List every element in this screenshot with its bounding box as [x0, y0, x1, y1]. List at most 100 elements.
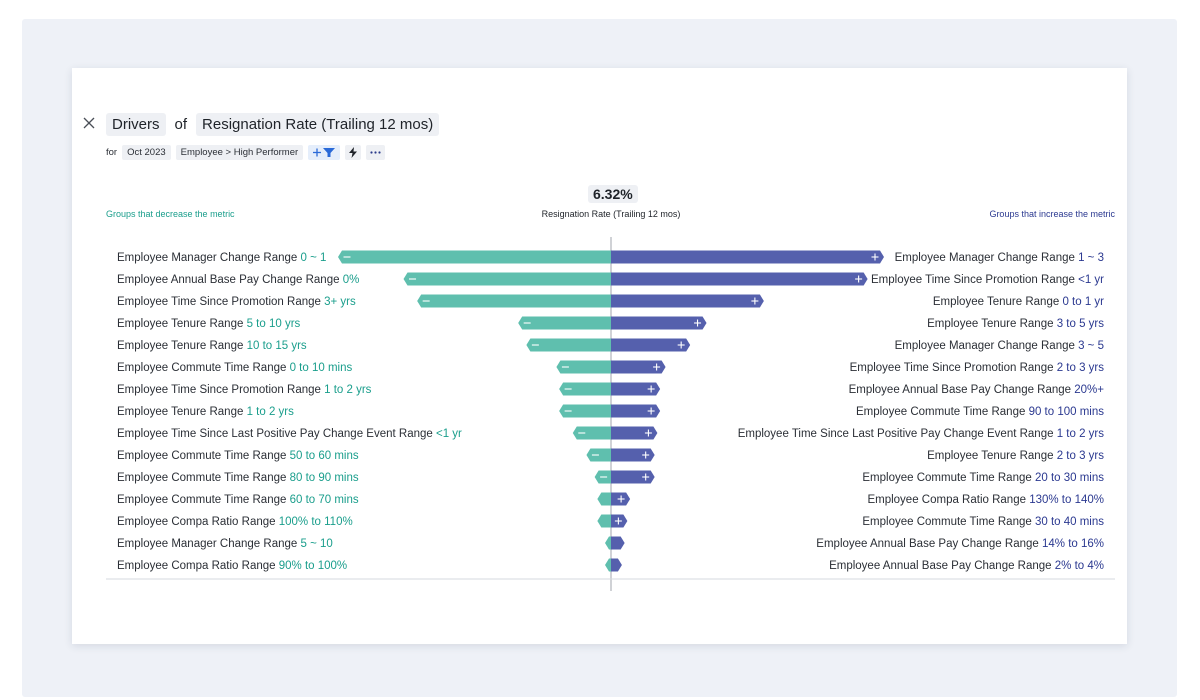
- decrease-label-value-4: 10 to 15 yrs: [247, 340, 307, 352]
- increase-label-name-10: Employee Commute Time Range: [862, 472, 1035, 484]
- increase-label-value-2: 0 to 1 yr: [1062, 296, 1104, 308]
- decrease-label-name-8: Employee Time Since Last Positive Pay Ch…: [117, 428, 436, 440]
- increase-label-value-14: 2% to 4%: [1055, 560, 1104, 572]
- increase-label-7: Employee Commute Time Range 90 to 100 mi…: [856, 406, 1104, 418]
- increase-bar-13[interactable]: [611, 536, 625, 550]
- increase-label-12: Employee Commute Time Range 30 to 40 min…: [862, 516, 1104, 528]
- decrease-label-1: Employee Annual Base Pay Change Range 0%: [117, 274, 359, 286]
- plus-icon-12: [614, 517, 622, 525]
- decrease-label-name-0: Employee Manager Change Range: [117, 252, 300, 264]
- plus-icon-11: [617, 495, 625, 503]
- decrease-bar-1[interactable]: [403, 272, 611, 286]
- increase-label-value-13: 14% to 16%: [1042, 538, 1104, 550]
- increase-bar-5[interactable]: [611, 360, 666, 374]
- plus-icon-2: [751, 297, 759, 305]
- increase-label-name-7: Employee Commute Time Range: [856, 406, 1029, 418]
- decrease-label-5: Employee Commute Time Range 0 to 10 mins: [117, 362, 352, 374]
- more-button[interactable]: [366, 145, 386, 160]
- decrease-bar-8[interactable]: [572, 426, 611, 440]
- increase-label-value-7: 90 to 100 mins: [1029, 406, 1105, 418]
- title-row: Drivers of Resignation Rate (Trailing 12…: [106, 113, 440, 136]
- decrease-bar-3[interactable]: [518, 316, 611, 330]
- plus-icon-5: [653, 363, 661, 371]
- decrease-label-value-9: 50 to 60 mins: [290, 450, 359, 462]
- decrease-label-value-5: 0 to 10 mins: [290, 362, 353, 374]
- increase-bar-2[interactable]: [611, 294, 764, 308]
- decrease-label-0: Employee Manager Change Range 0 ~ 1: [117, 252, 326, 264]
- filter-row: for Oct 2023 Employee > High Performer: [106, 145, 386, 160]
- add-filter-icon: [313, 148, 336, 157]
- decrease-label-name-9: Employee Commute Time Range: [117, 450, 290, 462]
- increase-bar-7[interactable]: [611, 404, 661, 418]
- plus-icon-10: [642, 473, 650, 481]
- decrease-bar-11[interactable]: [597, 492, 611, 506]
- increase-label-value-8: 1 to 2 yrs: [1057, 428, 1105, 440]
- decrease-label-13: Employee Manager Change Range 5 ~ 10: [117, 538, 333, 550]
- plus-icon-7: [647, 407, 655, 415]
- increase-label-6: Employee Annual Base Pay Change Range 20…: [849, 384, 1105, 396]
- increase-bar-14[interactable]: [611, 558, 622, 572]
- decrease-label-value-6: 1 to 2 yrs: [324, 384, 372, 396]
- decrease-label-value-8: <1 yr: [436, 428, 462, 440]
- decrease-bar-14[interactable]: [605, 558, 611, 572]
- increase-label-4: Employee Manager Change Range 3 ~ 5: [895, 340, 1104, 352]
- plus-icon-8: [644, 429, 652, 437]
- increase-bar-8[interactable]: [611, 426, 658, 440]
- drivers-card: [72, 68, 1127, 644]
- decrease-bar-4[interactable]: [526, 338, 611, 352]
- decrease-label-value-3: 5 to 10 yrs: [247, 318, 301, 330]
- increase-label-5: Employee Time Since Promotion Range 2 to…: [850, 362, 1105, 374]
- add-filter-button[interactable]: [308, 145, 341, 160]
- decrease-label-value-0: 0 ~ 1: [300, 252, 326, 264]
- increase-label-name-8: Employee Time Since Last Positive Pay Ch…: [738, 428, 1057, 440]
- increase-label-value-12: 30 to 40 mins: [1035, 516, 1104, 528]
- plus-icon-6: [647, 385, 655, 393]
- decrease-label-name-4: Employee Tenure Range: [117, 340, 247, 352]
- increase-label-3: Employee Tenure Range 3 to 5 yrs: [927, 318, 1104, 330]
- increase-label-1: Employee Time Since Promotion Range <1 y…: [871, 274, 1104, 286]
- increase-label-name-4: Employee Manager Change Range: [895, 340, 1078, 352]
- increase-label-name-1: Employee Time Since Promotion Range: [871, 274, 1078, 286]
- decrease-label-value-10: 80 to 90 mins: [290, 472, 359, 484]
- decrease-label-value-1: 0%: [343, 274, 360, 286]
- period-chip[interactable]: Oct 2023: [122, 145, 171, 160]
- metric-chip[interactable]: Resignation Rate (Trailing 12 mos): [196, 113, 440, 136]
- increase-label-value-9: 2 to 3 yrs: [1057, 450, 1105, 462]
- increase-bar-10[interactable]: [611, 470, 655, 484]
- decrease-label-name-2: Employee Time Since Promotion Range: [117, 296, 324, 308]
- decrease-label-name-11: Employee Commute Time Range: [117, 494, 290, 506]
- decrease-label-2: Employee Time Since Promotion Range 3+ y…: [117, 296, 356, 308]
- legend-increase: Groups that increase the metric: [989, 209, 1115, 219]
- more-icon: [370, 151, 381, 154]
- increase-bar-4[interactable]: [611, 338, 691, 352]
- drivers-chip[interactable]: Drivers: [106, 113, 166, 136]
- close-icon[interactable]: [82, 116, 96, 130]
- increase-bar-0[interactable]: [611, 250, 884, 264]
- decrease-bar-13[interactable]: [605, 536, 611, 550]
- increase-label-2: Employee Tenure Range 0 to 1 yr: [933, 296, 1104, 308]
- decrease-bar-12[interactable]: [597, 514, 611, 528]
- decrease-bar-6[interactable]: [559, 382, 611, 396]
- filter-chip[interactable]: Employee > High Performer: [175, 145, 304, 160]
- decrease-label-14: Employee Compa Ratio Range 90% to 100%: [117, 560, 347, 572]
- decrease-label-name-3: Employee Tenure Range: [117, 318, 247, 330]
- increase-bar-6[interactable]: [611, 382, 661, 396]
- decrease-label-6: Employee Time Since Promotion Range 1 to…: [117, 384, 372, 396]
- decrease-bar-7[interactable]: [559, 404, 611, 418]
- increase-bar-3[interactable]: [611, 316, 707, 330]
- decrease-bar-5[interactable]: [556, 360, 611, 374]
- decrease-bar-0[interactable]: [338, 250, 611, 264]
- increase-label-name-5: Employee Time Since Promotion Range: [850, 362, 1057, 374]
- increase-label-value-6: 20%+: [1074, 384, 1104, 396]
- decrease-label-name-6: Employee Time Since Promotion Range: [117, 384, 324, 396]
- increase-bar-1[interactable]: [611, 272, 868, 286]
- lightning-icon: [349, 147, 358, 158]
- lightning-button[interactable]: [345, 145, 362, 160]
- increase-label-name-14: Employee Annual Base Pay Change Range: [829, 560, 1055, 572]
- plus-icon-0: [871, 253, 879, 261]
- decrease-label-value-13: 5 ~ 10: [300, 538, 332, 550]
- increase-label-10: Employee Commute Time Range 20 to 30 min…: [862, 472, 1104, 484]
- increase-bar-9[interactable]: [611, 448, 655, 462]
- decrease-bar-2[interactable]: [417, 294, 611, 308]
